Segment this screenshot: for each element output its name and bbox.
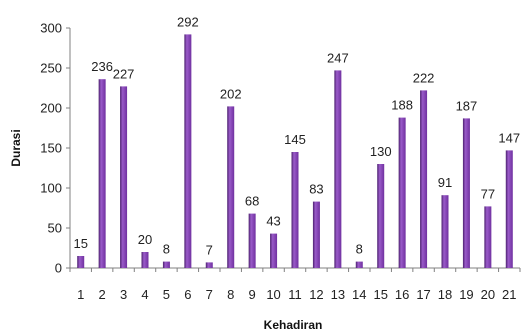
x-tick-label: 16 xyxy=(395,287,409,302)
x-tick-label: 18 xyxy=(438,287,452,302)
bar xyxy=(98,79,106,268)
y-tick-label: 250 xyxy=(40,61,62,76)
bar-value-label: 7 xyxy=(206,242,213,257)
data-labels: 15 236 227 20 8 292 7 202 68 43 145 83 247 8 130 188222… xyxy=(73,14,520,257)
bar-value-label: 145 xyxy=(284,132,306,147)
x-axis: 1 2 3 4 5 6 7 8 9 10 11 12 13 14 15 16 17 18 19 20 21 xyxy=(69,267,521,302)
bar xyxy=(227,106,235,269)
x-tick-label: 20 xyxy=(481,287,495,302)
x-tick-label: 1 xyxy=(77,287,84,302)
y-tick-label: 100 xyxy=(40,181,62,196)
bar xyxy=(184,34,192,269)
bar xyxy=(248,213,256,268)
bar xyxy=(398,117,406,268)
bar-series xyxy=(77,34,513,269)
bar xyxy=(77,256,85,268)
bar-value-label: 8 xyxy=(163,242,170,257)
bar-value-label: 187 xyxy=(456,98,478,113)
x-tick-label: 17 xyxy=(416,287,430,302)
bar xyxy=(484,206,492,268)
bar-value-label: 83 xyxy=(309,182,323,197)
bar xyxy=(162,261,170,268)
y-axis-title: Durasi xyxy=(9,129,23,166)
bar-value-label: 292 xyxy=(177,14,199,29)
x-tick-label: 6 xyxy=(184,287,191,302)
bar xyxy=(334,70,342,269)
y-tick-label: 200 xyxy=(40,101,62,116)
bar xyxy=(270,233,278,268)
bar-value-label: 147 xyxy=(498,130,520,145)
bar-value-label: 188 xyxy=(391,98,413,113)
bar xyxy=(462,118,470,269)
bar-value-label: 247 xyxy=(327,50,349,65)
x-tick-label: 12 xyxy=(309,287,323,302)
bar-value-label: 20 xyxy=(138,232,152,247)
x-tick-label: 5 xyxy=(163,287,170,302)
bar-value-label: 91 xyxy=(438,175,452,190)
bar-value-label: 130 xyxy=(370,144,392,159)
bar xyxy=(441,195,449,268)
x-tick-label: 9 xyxy=(249,287,256,302)
bar-value-label: 236 xyxy=(91,59,113,74)
x-tick-label: 7 xyxy=(206,287,213,302)
x-tick-label: 14 xyxy=(352,287,366,302)
x-tick-label: 8 xyxy=(227,287,234,302)
x-tick-label: 15 xyxy=(373,287,387,302)
x-tick-label: 13 xyxy=(331,287,345,302)
y-tick-label: 50 xyxy=(48,221,62,236)
bar xyxy=(291,152,299,268)
bar-value-label: 15 xyxy=(73,236,87,251)
bar xyxy=(420,90,428,269)
bar xyxy=(141,252,149,268)
x-tick-label: 11 xyxy=(288,287,302,302)
y-tick-label: 150 xyxy=(40,141,62,156)
bar-value-label: 202 xyxy=(220,86,242,101)
y-tick-label: 300 xyxy=(40,21,62,36)
bar-value-label: 227 xyxy=(113,66,135,81)
x-tick-label: 10 xyxy=(266,287,280,302)
x-tick-label: 3 xyxy=(120,287,127,302)
bar xyxy=(312,201,320,268)
bar xyxy=(120,86,128,269)
bar xyxy=(505,150,513,268)
bar-value-label: 8 xyxy=(356,242,363,257)
x-tick-label: 19 xyxy=(459,287,473,302)
y-axis: 0 50 100 150 200 250 300 xyxy=(40,21,71,276)
bar-value-label: 43 xyxy=(266,214,280,229)
bar xyxy=(377,164,385,268)
bar-value-label: 77 xyxy=(481,186,495,201)
y-tick-label: 0 xyxy=(55,261,62,276)
x-tick-label: 4 xyxy=(141,287,148,302)
x-axis-title: Kehadiran xyxy=(264,318,323,332)
bar-value-label: 222 xyxy=(413,70,435,85)
x-tick-label: 2 xyxy=(99,287,106,302)
bar-value-label: 68 xyxy=(245,194,259,209)
bar xyxy=(205,262,213,268)
bar xyxy=(355,261,363,268)
x-tick-label: 21 xyxy=(502,287,516,302)
